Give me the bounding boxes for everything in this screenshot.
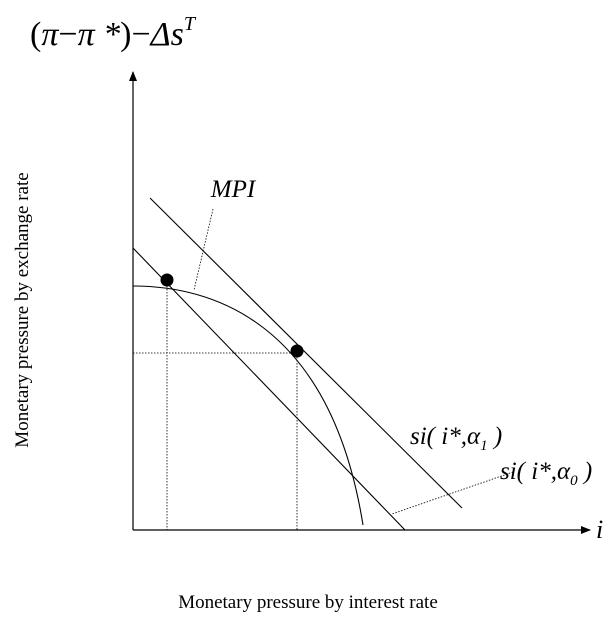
mpi-label-leader (193, 208, 214, 291)
line-si-alpha0 (132, 247, 406, 531)
line-si-alpha1 (149, 197, 463, 509)
alpha0-label-leader (391, 471, 514, 515)
x-axis-description: Monetary pressure by interest rate (178, 592, 438, 613)
y-axis-description: Monetary pressure by exchange rate (12, 172, 33, 447)
line-label-alpha1: si( i*,α1 ) (410, 423, 502, 454)
x-axis-symbol: i (596, 515, 603, 544)
mpi-curve (132, 285, 364, 526)
tangency-point-left (160, 273, 174, 287)
mpi-label: MPI (210, 176, 257, 203)
line-label-alpha0: si( i*,α0 ) (500, 458, 592, 489)
tangency-point-right (290, 344, 304, 358)
y-axis-top-label: (π−π *)−ΔsT (30, 13, 197, 53)
